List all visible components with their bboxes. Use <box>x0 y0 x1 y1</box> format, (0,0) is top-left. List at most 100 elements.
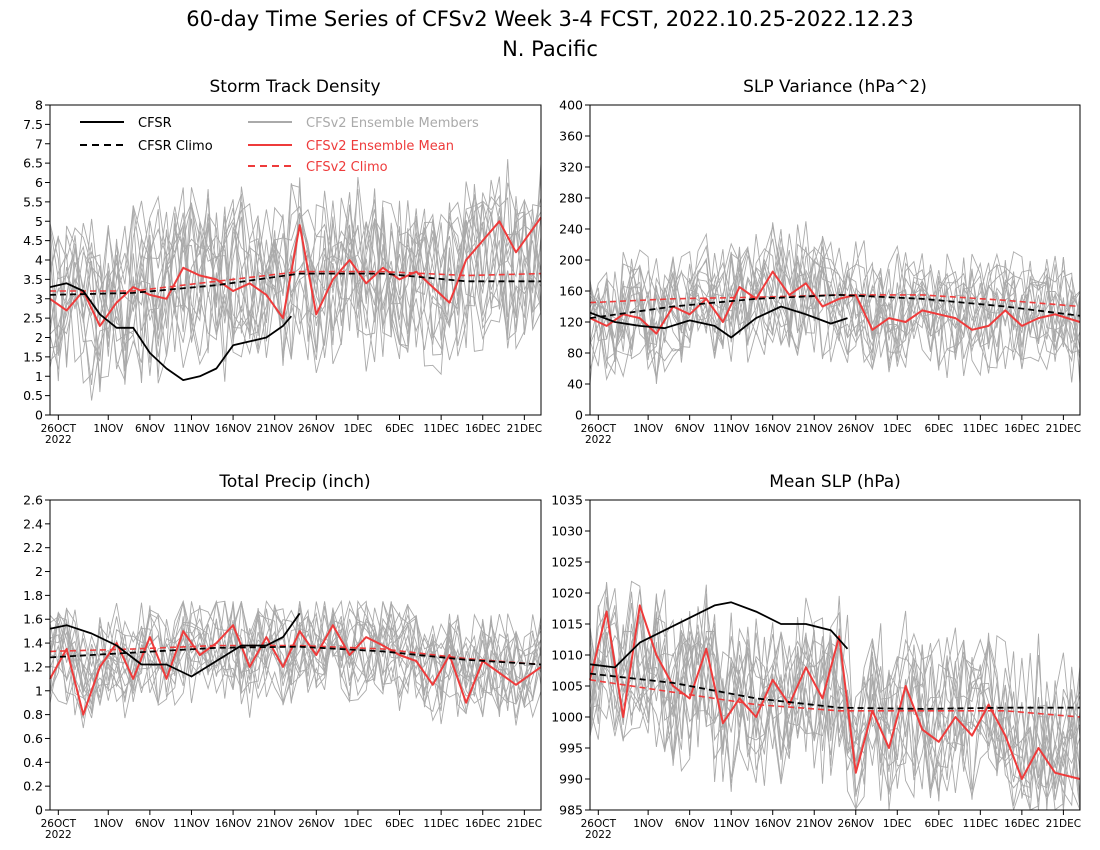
y-tick-label: 1020 <box>551 586 583 601</box>
y-tick-label: 6 <box>35 175 43 190</box>
series-line-cfsr-climo <box>49 272 541 296</box>
ensemble-member-line <box>589 226 1081 383</box>
x-tick-label: 21NOV <box>796 818 833 830</box>
ensemble-member-line <box>49 601 542 705</box>
y-tick-label: 0.4 <box>23 755 43 770</box>
ensemble-member-line <box>49 196 542 386</box>
ensemble-member-line <box>589 234 1081 354</box>
y-tick-label: 2.5 <box>23 311 43 326</box>
legend-label-cfsr: CFSR <box>138 116 172 131</box>
legend-label-members: CFSv2 Ensemble Members <box>306 116 479 131</box>
x-tick-label: 11DEC <box>423 423 458 435</box>
plot-frame <box>49 104 542 416</box>
y-tick-label: 400 <box>559 98 583 113</box>
y-tick-label: 2 <box>35 330 43 345</box>
panel-title: Total Precip (inch) <box>218 472 370 492</box>
y-tick-label: 1030 <box>551 524 583 539</box>
x-tick-label: 26OCT <box>41 818 77 830</box>
panel-title: Mean SLP (hPa) <box>769 472 901 492</box>
x-tick-label: 26OCT <box>581 423 617 435</box>
series-line-cfsr <box>589 601 849 669</box>
series-line-cfsv2-climo <box>589 679 1081 718</box>
y-tick-label: 2.6 <box>23 493 43 508</box>
y-tick-label: 0 <box>35 408 43 423</box>
x-tick-label: 21DEC <box>507 818 542 830</box>
x-tick-label: 21NOV <box>256 818 293 830</box>
y-tick-label: 995 <box>559 741 583 756</box>
y-tick-label: 1000 <box>551 710 583 725</box>
y-tick-label: 1.5 <box>23 349 43 364</box>
ensemble-member-line <box>589 622 1081 811</box>
y-tick-label: 7 <box>35 136 43 151</box>
y-tick-label: 1.2 <box>23 659 43 674</box>
y-tick-label: 4 <box>35 253 43 268</box>
x-tick-label: 16NOV <box>754 818 791 830</box>
x-tick-label: 11NOV <box>713 818 750 830</box>
y-tick-label: 1 <box>35 369 43 384</box>
y-tick-label: 0.5 <box>23 388 43 403</box>
figure-title: 60-day Time Series of CFSv2 Week 3-4 FCS… <box>186 7 914 31</box>
legend-label-cfsr-climo: CFSR Climo <box>138 139 213 154</box>
x-year-label: 2022 <box>585 434 612 446</box>
y-tick-label: 5.5 <box>23 194 43 209</box>
panel-title: SLP Variance (hPa^2) <box>743 77 927 97</box>
x-year-label: 2022 <box>45 434 72 446</box>
series-line-cfsv2-ensemble-mean <box>589 270 1081 335</box>
x-tick-label: 16NOV <box>754 423 791 435</box>
ensemble-member-line <box>49 169 542 393</box>
x-tick-label: 1NOV <box>633 423 664 435</box>
x-year-label: 2022 <box>585 829 612 841</box>
y-tick-label: 2.2 <box>23 540 43 555</box>
ensemble-member-line <box>49 189 542 401</box>
ensemble-member-line <box>589 238 1081 379</box>
y-tick-label: 240 <box>559 222 583 237</box>
x-tick-label: 11NOV <box>173 818 210 830</box>
y-tick-label: 1025 <box>551 555 583 570</box>
y-tick-label: 985 <box>559 803 583 818</box>
series-line-cfsv2-climo <box>589 294 1081 308</box>
ensemble-member-line <box>49 601 542 709</box>
y-tick-label: 280 <box>559 191 583 206</box>
y-tick-label: 1005 <box>551 679 583 694</box>
x-tick-label: 21DEC <box>1046 818 1081 830</box>
x-tick-label: 26NOV <box>298 423 335 435</box>
x-tick-label: 6DEC <box>924 818 953 830</box>
figure-subtitle: N. Pacific <box>502 37 598 61</box>
series-line-cfsv2-ensemble-mean <box>49 216 542 327</box>
series-line-cfsv2-climo <box>49 644 542 666</box>
legend-label-cfsv2-climo: CFSv2 Climo <box>306 160 388 175</box>
x-tick-label: 11NOV <box>173 423 210 435</box>
y-tick-label: 6.5 <box>23 156 43 171</box>
y-tick-label: 0 <box>35 803 43 818</box>
ensemble-member-line <box>49 183 542 372</box>
x-tick-label: 6NOV <box>135 818 166 830</box>
panel-storm-track-density: Storm Track Density 0 0.5 1 1.5 2 2.5 3 3.5 4 4.5… <box>23 77 542 446</box>
x-tick-label: 11DEC <box>963 423 998 435</box>
series-line-cfsr-climo <box>589 293 1081 319</box>
x-tick-label: 26NOV <box>838 818 875 830</box>
y-tick-label: 1.8 <box>23 588 43 603</box>
y-tick-label: 200 <box>559 253 583 268</box>
legend-label-ens-mean: CFSv2 Ensemble Mean <box>306 139 454 154</box>
x-tick-label: 16DEC <box>465 818 500 830</box>
x-tick-label: 6DEC <box>385 818 414 830</box>
y-tick-label: 1015 <box>551 617 583 632</box>
ensemble-member-line <box>49 163 542 385</box>
x-tick-label: 21NOV <box>256 423 293 435</box>
y-tick-label: 4.5 <box>23 233 43 248</box>
series-line-cfsr-climo <box>49 645 542 666</box>
x-tick-label: 1DEC <box>344 818 373 830</box>
y-tick-label: 1010 <box>551 648 583 663</box>
y-tick-label: 80 <box>567 346 583 361</box>
x-tick-label: 26NOV <box>298 818 335 830</box>
y-tick-label: 3 <box>35 291 43 306</box>
y-tick-label: 160 <box>559 284 583 299</box>
plot-frame <box>589 104 1081 416</box>
ensemble-member-line <box>49 600 542 706</box>
panel-slp-variance: SLP Variance (hPa^2) 0 40 80 120 160 200 240 28… <box>559 77 1081 446</box>
x-tick-label: 1NOV <box>633 818 664 830</box>
y-tick-label: 2 <box>35 564 43 579</box>
y-tick-label: 3.5 <box>23 272 43 287</box>
ensemble-member-line <box>589 221 1081 382</box>
y-tick-label: 7.5 <box>23 117 43 132</box>
